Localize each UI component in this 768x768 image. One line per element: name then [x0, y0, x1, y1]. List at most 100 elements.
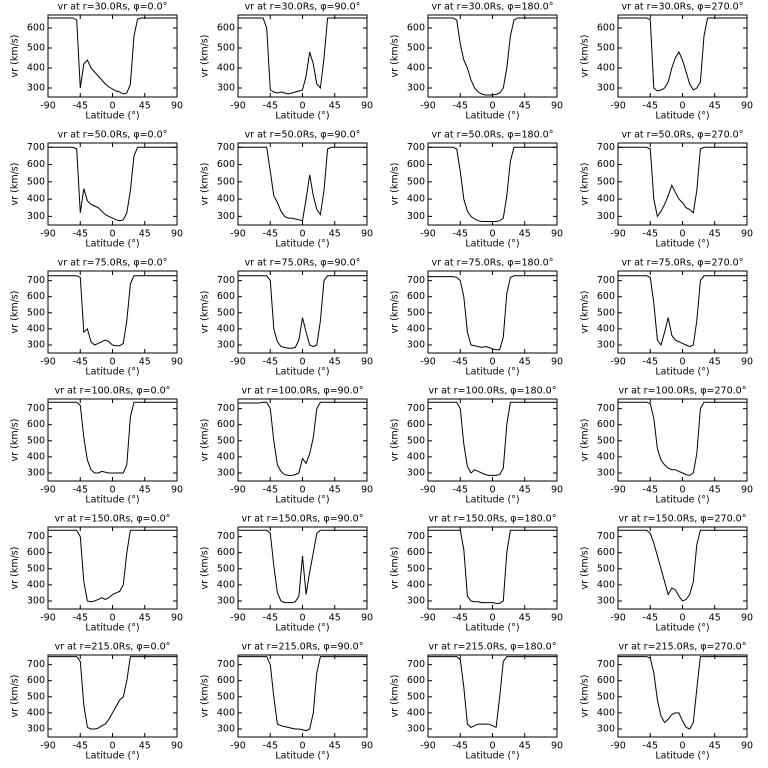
x-tick-label: -45 [72, 741, 88, 752]
y-tick-label: 400 [597, 451, 615, 462]
y-tick-label: 600 [27, 159, 45, 170]
y-tick-label: 300 [597, 339, 615, 350]
x-tick-label: -45 [262, 485, 278, 496]
plot-frame [617, 270, 748, 354]
y-tick-label: 300 [217, 467, 235, 478]
y-tick-label: 700 [27, 142, 45, 153]
x-tick-label: 90 [361, 613, 373, 624]
y-tick-label: 700 [597, 659, 615, 670]
x-tick-label: -90 [610, 229, 626, 240]
y-tick-label: 400 [597, 194, 615, 205]
x-tick-label: 90 [361, 485, 373, 496]
x-tick-label: 90 [171, 101, 183, 112]
y-tick-label: 300 [407, 83, 425, 94]
x-tick-label: 90 [551, 485, 563, 496]
y-tick-label: 500 [407, 435, 425, 446]
y-tick-label: 400 [217, 707, 235, 718]
x-tick-label: -90 [420, 741, 436, 752]
y-tick-label: 600 [27, 547, 45, 558]
x-tick-label: 0 [679, 613, 685, 624]
x-tick-label: -45 [642, 101, 658, 112]
x-tick-label: -90 [610, 613, 626, 624]
x-tick-label: -45 [642, 229, 658, 240]
x-axis-label: Latitude (°) [655, 623, 709, 634]
x-tick-label: 45 [519, 485, 531, 496]
chart-title: vr at r=30.0Rs, φ=0.0° [58, 2, 168, 13]
chart-title: vr at r=75.0Rs, φ=0.0° [58, 258, 168, 269]
chart-title: vr at r=75.0Rs, φ=270.0° [622, 258, 744, 269]
chart-title: vr at r=75.0Rs, φ=90.0° [245, 258, 361, 269]
x-tick-label: 0 [109, 741, 115, 752]
chart-title: vr at r=30.0Rs, φ=180.0° [432, 2, 554, 13]
x-axis-label: Latitude (°) [655, 367, 709, 378]
y-axis-label: vr (km/s) [580, 419, 591, 462]
x-axis-label: Latitude (°) [275, 623, 329, 634]
x-tick-label: 45 [709, 485, 721, 496]
y-tick-label: 700 [217, 142, 235, 153]
chart-title: vr at r=215.0Rs, φ=270.0° [619, 642, 747, 653]
x-tick-label: 45 [519, 357, 531, 368]
y-tick-label: 600 [217, 159, 235, 170]
plot-frame [617, 142, 748, 226]
x-tick-label: 90 [171, 357, 183, 368]
x-tick-label: -45 [642, 485, 658, 496]
y-axis-label: vr (km/s) [200, 35, 211, 78]
x-tick-label: 0 [299, 741, 305, 752]
chart-title: vr at r=30.0Rs, φ=270.0° [622, 2, 744, 13]
x-tick-label: -90 [420, 357, 436, 368]
x-tick-label: 90 [741, 357, 753, 368]
y-axis-label: vr (km/s) [390, 547, 401, 590]
y-tick-label: 400 [217, 323, 235, 334]
x-tick-label: -90 [610, 741, 626, 752]
y-tick-label: 400 [407, 707, 425, 718]
y-tick-label: 300 [217, 595, 235, 606]
x-tick-label: 45 [139, 357, 151, 368]
x-axis-label: Latitude (°) [655, 751, 709, 762]
chart-title: vr at r=215.0Rs, φ=90.0° [242, 642, 364, 653]
x-tick-label: 45 [519, 101, 531, 112]
y-tick-label: 300 [597, 211, 615, 222]
y-tick-label: 400 [217, 194, 235, 205]
plot-frame [427, 142, 558, 226]
y-tick-label: 700 [217, 403, 235, 414]
y-tick-label: 500 [27, 176, 45, 187]
plot-frame [47, 398, 178, 482]
y-tick-label: 400 [597, 707, 615, 718]
x-tick-label: -90 [230, 485, 246, 496]
y-tick-label: 500 [27, 43, 45, 54]
x-tick-label: 0 [109, 229, 115, 240]
x-tick-label: -45 [72, 613, 88, 624]
x-tick-label: 45 [329, 485, 341, 496]
x-tick-label: 45 [519, 741, 531, 752]
y-axis-label: vr (km/s) [390, 675, 401, 718]
y-tick-label: 700 [407, 531, 425, 542]
x-tick-label: -45 [452, 485, 468, 496]
x-tick-label: 90 [361, 357, 373, 368]
y-axis-label: vr (km/s) [200, 163, 211, 206]
line [428, 529, 557, 604]
chart-title: vr at r=150.0Rs, φ=90.0° [242, 514, 364, 525]
y-tick-label: 400 [27, 451, 45, 462]
x-axis-label: Latitude (°) [465, 367, 519, 378]
y-tick-label: 400 [217, 579, 235, 590]
line [428, 401, 557, 476]
x-tick-label: 45 [139, 741, 151, 752]
x-axis-label: Latitude (°) [85, 751, 139, 762]
y-tick-label: 400 [597, 323, 615, 334]
x-tick-label: -90 [230, 229, 246, 240]
x-tick-label: 90 [171, 485, 183, 496]
y-tick-label: 700 [27, 659, 45, 670]
line [48, 146, 177, 222]
x-tick-label: -45 [452, 741, 468, 752]
x-tick-label: -45 [642, 741, 658, 752]
y-axis-label: vr (km/s) [580, 547, 591, 590]
x-tick-label: 0 [109, 357, 115, 368]
y-tick-label: 500 [217, 563, 235, 574]
line [618, 656, 747, 730]
x-tick-label: 0 [299, 357, 305, 368]
plot-frame [617, 398, 748, 482]
y-tick-label: 500 [597, 435, 615, 446]
y-tick-label: 300 [27, 467, 45, 478]
chart-title: vr at r=30.0Rs, φ=90.0° [245, 2, 361, 13]
